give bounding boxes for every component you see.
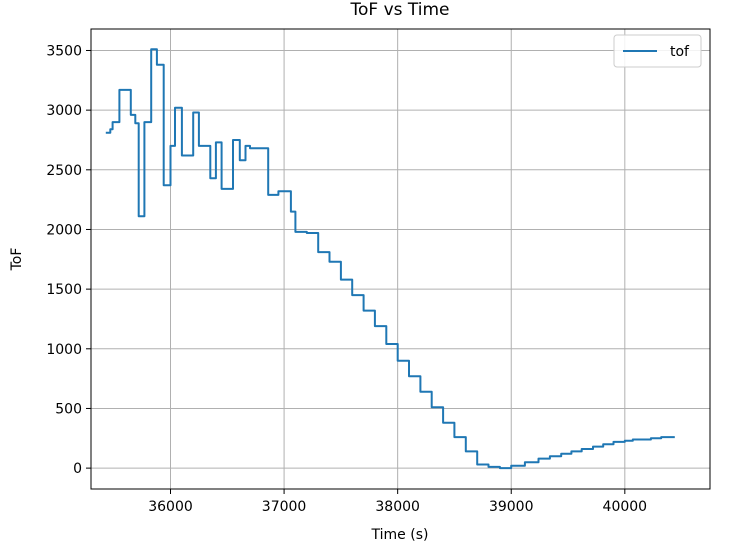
x-tick-label: 39000	[489, 499, 534, 515]
grid	[91, 29, 710, 489]
y-tick-label: 1000	[46, 342, 82, 358]
plot-area-frame	[90, 28, 711, 490]
x-tick-label: 40000	[603, 499, 648, 515]
y-tick-label: 3000	[46, 103, 82, 119]
x-tick-label: 37000	[262, 499, 307, 515]
legend-box	[613, 34, 702, 68]
chart-title: ToF vs Time	[349, 0, 449, 20]
y-tick-label: 2000	[46, 222, 82, 238]
y-axis-label: ToF	[9, 248, 25, 272]
y-tick-label: 2500	[46, 163, 82, 179]
y-tick-label: 1500	[46, 282, 82, 298]
x-axis-label: Time (s)	[371, 527, 429, 543]
y-axis: 0 500 1000 1500 2000 2500 3000 3500	[46, 43, 91, 477]
y-tick-label: 500	[55, 401, 82, 417]
y-tick-label: 3500	[46, 43, 82, 59]
legend: tof	[613, 34, 702, 68]
x-axis: 36000 37000 38000 39000 40000	[148, 489, 647, 515]
y-tick-label: 0	[73, 461, 82, 477]
legend-label-tof: tof	[670, 44, 690, 60]
x-tick-label: 38000	[375, 499, 420, 515]
series-line-tof	[105, 48, 675, 470]
x-tick-label: 36000	[148, 499, 193, 515]
